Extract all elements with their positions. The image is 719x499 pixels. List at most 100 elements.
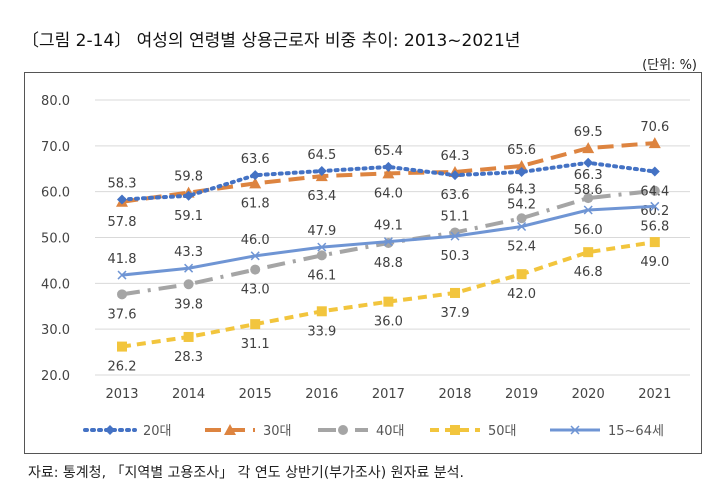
data-point	[649, 185, 660, 196]
data-point	[338, 425, 348, 435]
data-label: 63.6	[441, 188, 470, 203]
data-label: 46.8	[574, 265, 603, 280]
data-label: 50.3	[441, 249, 470, 264]
data-label: 63.4	[307, 189, 336, 204]
data-label: 56.0	[574, 223, 603, 238]
data-point	[383, 161, 394, 172]
data-point	[316, 250, 327, 261]
data-label: 28.3	[174, 350, 203, 365]
y-tick-label: 30.0	[41, 323, 70, 338]
data-point	[224, 424, 236, 435]
x-tick-label: 2019	[505, 387, 538, 402]
data-label: 36.0	[374, 315, 403, 330]
data-point	[183, 190, 194, 201]
data-label: 61.8	[241, 196, 270, 211]
data-point	[249, 177, 262, 189]
data-label: 48.8	[374, 256, 403, 271]
data-point	[117, 341, 127, 352]
data-point	[650, 201, 660, 211]
data-label: 54.2	[507, 198, 536, 213]
data-point	[582, 142, 595, 154]
x-tick-label: 2016	[305, 387, 338, 402]
data-point	[105, 425, 115, 435]
data-label: 37.9	[441, 306, 470, 321]
legend-label: 50대	[488, 424, 517, 439]
data-point	[516, 166, 527, 177]
x-tick-label: 2020	[572, 387, 605, 402]
data-point	[649, 237, 660, 248]
data-label: 65.6	[507, 143, 536, 158]
x-tick-label: 2018	[438, 387, 471, 402]
data-label: 59.1	[174, 209, 203, 224]
data-point	[450, 425, 460, 435]
y-tick-label: 70.0	[41, 140, 70, 155]
data-label: 43.3	[174, 245, 203, 260]
data-point	[250, 319, 261, 330]
data-point	[250, 251, 260, 261]
data-label: 46.1	[307, 268, 336, 283]
legend-item: 50대	[430, 424, 517, 439]
figure-title: 〔그림 2-14〕 여성의 연령별 상용근로자 비중 추이: 2013~2021…	[22, 31, 521, 51]
legend-item: 15~64세	[550, 424, 664, 439]
y-tick-label: 60.0	[41, 186, 70, 201]
data-label: 64.3	[441, 149, 470, 164]
data-label: 47.9	[307, 224, 336, 239]
data-point	[583, 157, 594, 168]
y-tick-label: 50.0	[41, 232, 70, 247]
data-label: 66.3	[574, 168, 603, 183]
data-point	[383, 237, 393, 247]
data-label: 51.1	[441, 209, 470, 224]
data-label: 43.0	[241, 283, 270, 298]
legend-label: 30대	[263, 424, 292, 439]
data-label: 63.6	[241, 152, 270, 167]
series-4: 41.8 43.3 46.0 47.9 49.1 50.3 52.4 56.0 56.8	[108, 201, 669, 280]
data-point	[450, 231, 460, 241]
source-note: 자료: 통계청, 「지역별 고용조사」 각 연도 상반기(부가조사) 원자료 분…	[28, 465, 464, 481]
data-label: 64.3	[507, 183, 536, 198]
legend-item: 40대	[318, 424, 405, 439]
legend-label: 40대	[376, 424, 405, 439]
data-label: 33.9	[307, 324, 336, 339]
data-label: 64.0	[374, 186, 403, 201]
data-point	[250, 170, 261, 181]
data-point	[570, 425, 580, 435]
legend-item: 20대	[83, 424, 172, 439]
data-label: 31.1	[241, 337, 270, 352]
y-tick-label: 80.0	[41, 94, 70, 109]
data-label: 52.4	[507, 240, 536, 255]
data-label: 58.3	[108, 176, 137, 191]
legend-label: 15~64세	[608, 424, 664, 439]
series-3: 26.2 28.3 31.1 33.9 36.0 37.9 42.0 46.8 49.0	[108, 237, 669, 375]
x-tick-label: 2013	[105, 387, 138, 402]
data-point	[184, 263, 194, 273]
data-label: 46.0	[241, 233, 270, 248]
data-point	[316, 306, 327, 317]
data-label: 58.6	[574, 183, 603, 198]
data-point	[649, 166, 660, 177]
data-point	[516, 213, 527, 224]
data-point	[117, 289, 127, 300]
x-tick-label: 2021	[638, 387, 671, 402]
data-label: 37.6	[108, 307, 137, 322]
data-label: 56.8	[640, 219, 669, 234]
data-point	[583, 247, 594, 258]
series-1: 57.8 59.8 61.8 63.4 64.0 64.3 65.6 69.5 70.6	[108, 120, 670, 230]
data-point	[583, 193, 594, 204]
data-point	[648, 137, 661, 149]
data-point	[450, 287, 460, 298]
chart-frame	[24, 72, 702, 454]
data-label: 49.1	[374, 219, 403, 234]
data-label: 41.8	[108, 252, 137, 267]
data-label: 39.8	[174, 297, 203, 312]
x-tick-label: 2014	[172, 387, 205, 402]
data-point	[450, 170, 460, 181]
data-label: 26.2	[108, 360, 137, 375]
data-label: 59.8	[174, 170, 203, 185]
data-point	[183, 331, 194, 342]
data-point	[515, 160, 528, 171]
data-label: 49.0	[640, 255, 669, 270]
data-point	[517, 221, 527, 232]
y-tick-label: 40.0	[41, 277, 70, 292]
series-0: 58.3 59.1 63.6 64.5 65.4 63.6 64.3 66.3 64.4	[108, 144, 670, 224]
